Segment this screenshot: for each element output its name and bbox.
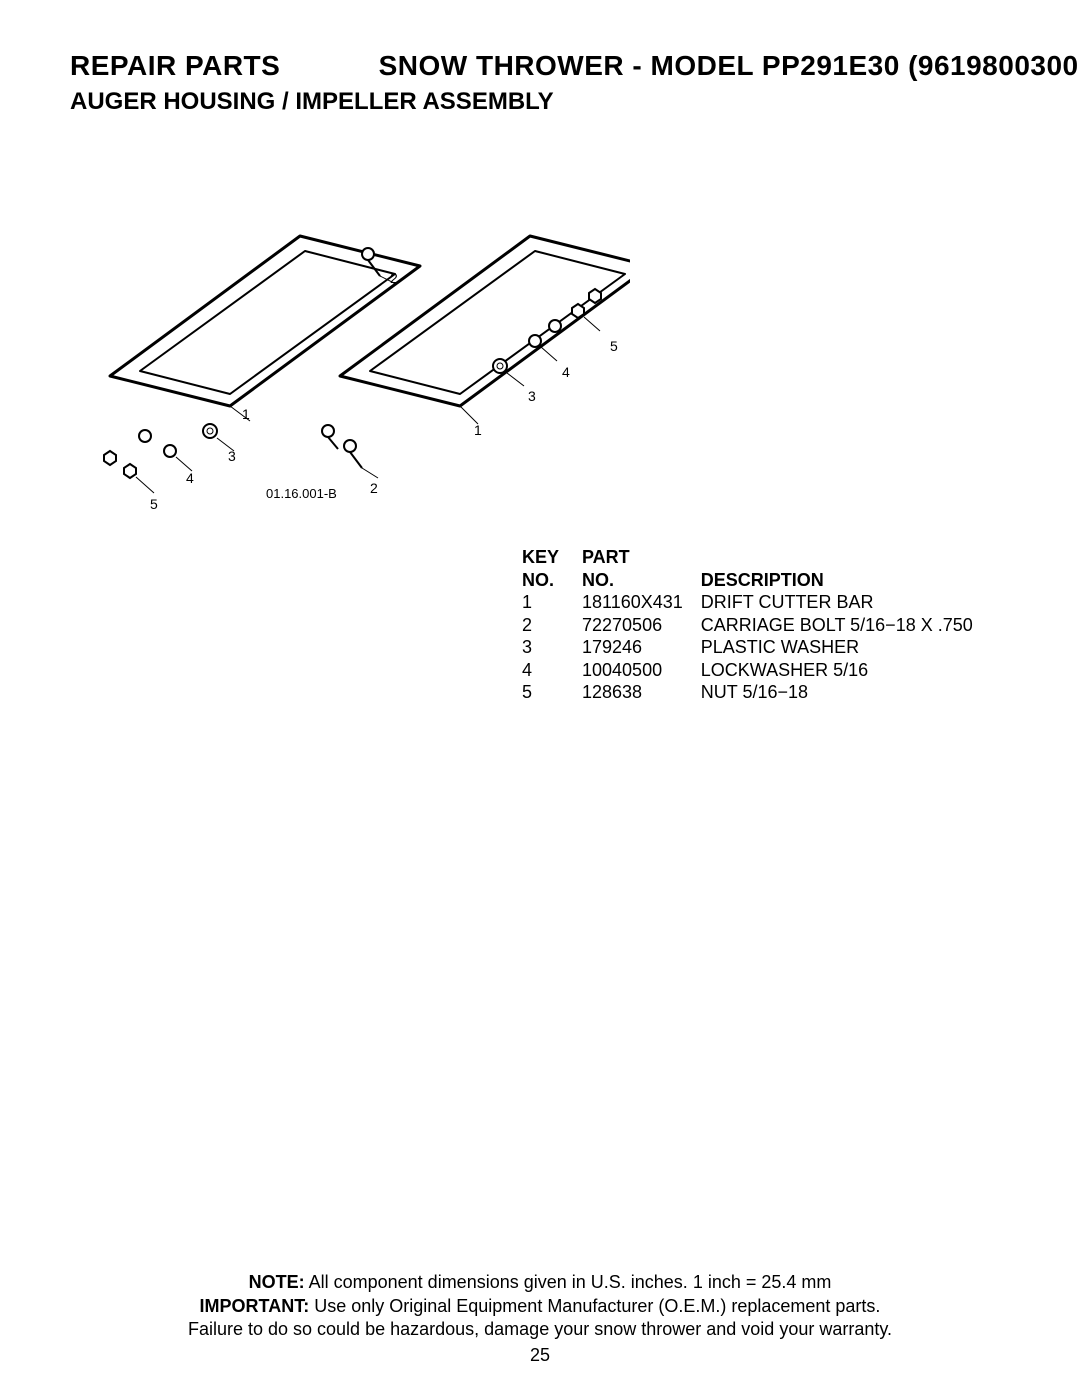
parts-table: KEY NO. PART NO. DESCRIPTION 1 181160X43… [522, 546, 1010, 704]
model-number: PP291E30 [762, 50, 900, 81]
th-part-bot: NO. [582, 570, 614, 590]
footer-note-line: NOTE: All component dimensions given in … [0, 1271, 1080, 1294]
diagram-reference-number: 01.16.001-B [266, 486, 337, 501]
model-paren: (96198003001) [908, 50, 1080, 81]
footer-important-line: IMPORTANT: Use only Original Equipment M… [0, 1295, 1080, 1318]
exploded-diagram: 1 2 3 4 5 1 2 3 4 5 01.16.001-B [70, 226, 610, 486]
cell-desc: PLASTIC WASHER [701, 636, 991, 659]
th-key-bot: NO. [522, 570, 554, 590]
cell-part: 128638 [582, 681, 701, 704]
cell-desc: NUT 5/16−18 [701, 681, 991, 704]
cell-desc: LOCKWASHER 5/16 [701, 659, 991, 682]
callout-left-5: 5 [150, 496, 158, 512]
th-key: KEY NO. [522, 546, 582, 591]
page-number: 25 [0, 1344, 1080, 1367]
note-text: All component dimensions given in U.S. i… [305, 1272, 832, 1292]
cell-key: 3 [522, 636, 582, 659]
callout-left-4: 4 [186, 470, 194, 486]
important-text: Use only Original Equipment Manufacturer… [309, 1296, 880, 1316]
th-part-top: PART [582, 547, 630, 567]
table-row: 5 128638 NUT 5/16−18 [522, 681, 991, 704]
note-label: NOTE: [249, 1272, 305, 1292]
assembly-subtitle: AUGER HOUSING / IMPELLER ASSEMBLY [70, 88, 1010, 116]
callout-right-1: 1 [474, 422, 482, 438]
cell-desc: DRIFT CUTTER BAR [701, 591, 991, 614]
callout-right-2: 2 [370, 480, 378, 496]
callout-right-4: 4 [562, 364, 570, 380]
page-header-line1: REPAIR PARTS SNOW THROWER - MODEL PP291E… [70, 50, 1010, 82]
callout-left-1: 1 [242, 406, 250, 422]
callout-left-2: 2 [390, 270, 398, 286]
table-row: 3 179246 PLASTIC WASHER [522, 636, 991, 659]
cell-key: 1 [522, 591, 582, 614]
cell-part: 72270506 [582, 614, 701, 637]
product-line-text: SNOW THROWER - MODEL [379, 50, 754, 81]
th-desc-text: DESCRIPTION [701, 570, 824, 590]
cell-part: 181160X431 [582, 591, 701, 614]
important-label: IMPORTANT: [200, 1296, 310, 1316]
cell-part: 10040500 [582, 659, 701, 682]
footer-warning-line: Failure to do so could be hazardous, dam… [0, 1318, 1080, 1341]
callout-left-3: 3 [228, 448, 236, 464]
table-row: 2 72270506 CARRIAGE BOLT 5/16−18 X .750 [522, 614, 991, 637]
callout-right-5: 5 [610, 338, 618, 354]
repair-parts-label: REPAIR PARTS [70, 50, 280, 81]
callout-right-3: 3 [528, 388, 536, 404]
table-row: 1 181160X431 DRIFT CUTTER BAR [522, 591, 991, 614]
table-row: 4 10040500 LOCKWASHER 5/16 [522, 659, 991, 682]
th-key-top: KEY [522, 547, 559, 567]
cell-part: 179246 [582, 636, 701, 659]
cell-key: 5 [522, 681, 582, 704]
th-desc: DESCRIPTION [701, 546, 991, 591]
cell-key: 2 [522, 614, 582, 637]
th-part: PART NO. [582, 546, 701, 591]
cell-desc: CARRIAGE BOLT 5/16−18 X .750 [701, 614, 991, 637]
cell-key: 4 [522, 659, 582, 682]
diagram-svg [70, 226, 630, 526]
product-title: SNOW THROWER - MODEL PP291E30 (961980030… [379, 50, 1080, 81]
page-footer: NOTE: All component dimensions given in … [0, 1271, 1080, 1367]
